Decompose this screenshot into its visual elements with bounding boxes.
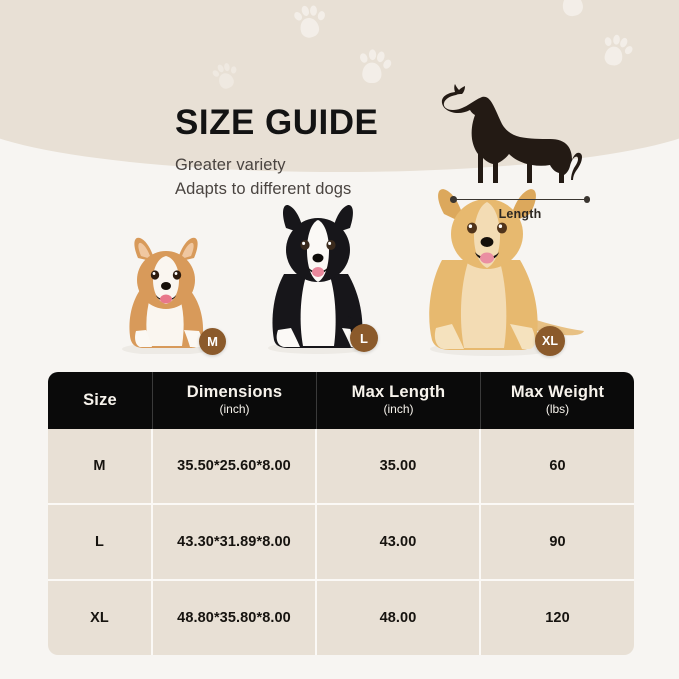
title-block: SIZE GUIDE Greater variety Adapts to dif…	[175, 105, 378, 202]
subtitle-line-2: Adapts to different dogs	[175, 179, 352, 198]
column-header-max-weight: Max Weight (lbs)	[481, 372, 634, 429]
size-badge-m: M	[199, 328, 226, 355]
cell-size: L	[48, 505, 153, 581]
cell-max-weight: 60	[481, 429, 634, 505]
cell-max-length: 35.00	[317, 429, 481, 505]
cell-size: M	[48, 429, 153, 505]
size-badge-l: L	[350, 324, 378, 352]
column-header-max-length: Max Length (inch)	[317, 372, 481, 429]
cell-dimensions: 43.30*31.89*8.00	[153, 505, 317, 581]
cell-max-length: 48.00	[317, 581, 481, 655]
dog-silhouette-greyhound	[440, 65, 590, 192]
table-row: M 35.50*25.60*8.00 35.00 60	[48, 429, 634, 505]
cell-dimensions: 48.80*35.80*8.00	[153, 581, 317, 655]
cell-max-weight: 120	[481, 581, 634, 655]
length-label: Length	[498, 207, 542, 221]
cell-dimensions: 35.50*25.60*8.00	[153, 429, 317, 505]
length-measure-line	[450, 195, 590, 204]
size-badge-xl: XL	[535, 326, 565, 356]
cell-size: XL	[48, 581, 153, 655]
dog-photo-corgi	[122, 237, 210, 354]
table-row: L 43.30*31.89*8.00 43.00 90	[48, 505, 634, 581]
subtitle-line-1: Greater variety	[175, 156, 286, 174]
column-header-dimensions: Dimensions (inch)	[153, 372, 317, 429]
table-header-row: Size Dimensions (inch) Max Length (inch)…	[48, 372, 634, 429]
header-banner	[0, 0, 679, 172]
page-title: SIZE GUIDE	[175, 103, 379, 142]
column-header-size: Size	[48, 372, 153, 429]
size-table: Size Dimensions (inch) Max Length (inch)…	[48, 372, 634, 655]
table-row: XL 48.80*35.80*8.00 48.00 120	[48, 581, 634, 655]
length-measurement: Length	[450, 195, 590, 221]
cell-max-length: 43.00	[317, 505, 481, 581]
dog-photo-golden-retriever	[429, 189, 584, 356]
cell-max-weight: 90	[481, 505, 634, 581]
